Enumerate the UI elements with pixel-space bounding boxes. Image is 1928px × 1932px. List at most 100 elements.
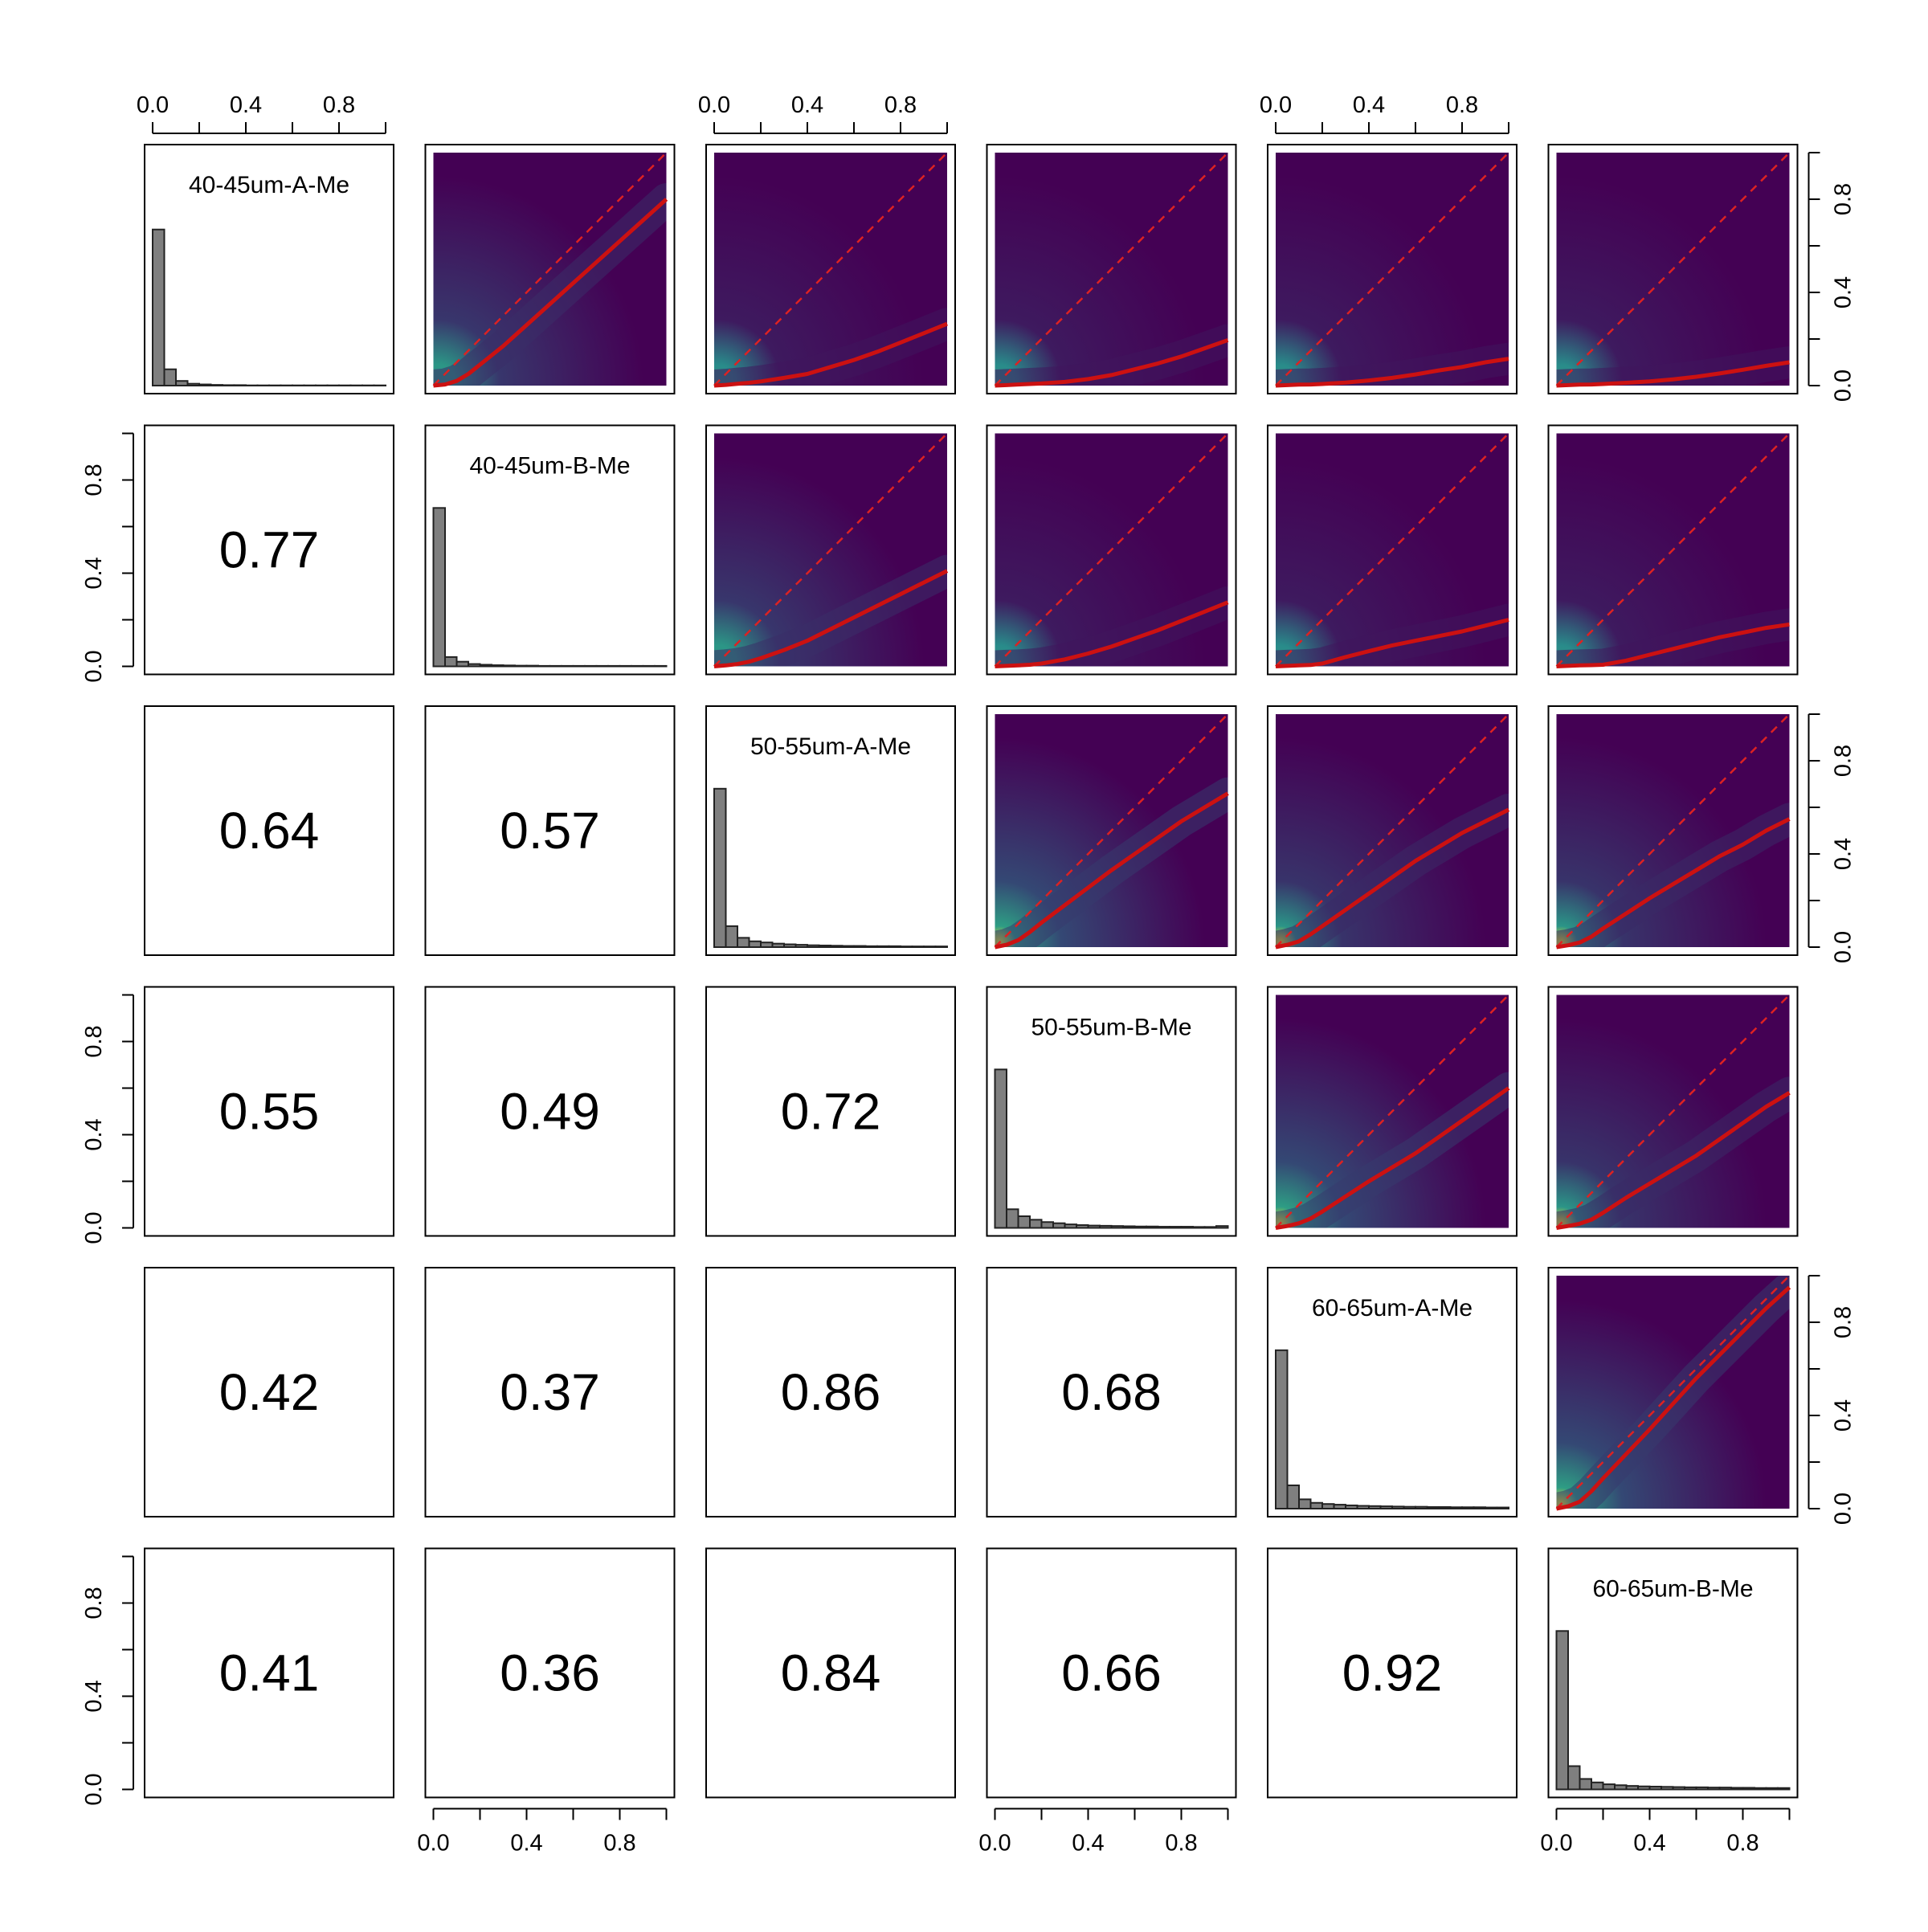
- histogram-bar: [1591, 1783, 1603, 1790]
- histogram-bar: [199, 385, 211, 386]
- panel-r4-c6: [1549, 987, 1798, 1236]
- correlation-value: 0.92: [1342, 1644, 1443, 1702]
- tick-label: 0.0: [1540, 1831, 1572, 1856]
- tick-label: 0.8: [1726, 1831, 1758, 1856]
- histogram-bar: [726, 926, 738, 947]
- histogram-bar: [1346, 1505, 1358, 1509]
- histogram-bar: [901, 946, 913, 947]
- correlation-value: 0.57: [500, 802, 600, 860]
- correlation-value: 0.41: [219, 1644, 320, 1702]
- correlation-value: 0.68: [1061, 1363, 1162, 1421]
- panel-r4-c3: 0.72: [706, 987, 955, 1236]
- tick-label: 0.4: [81, 1680, 107, 1712]
- histogram-bar: [176, 381, 188, 386]
- histogram-bar: [1451, 1507, 1463, 1509]
- histogram-bar: [1089, 1226, 1101, 1228]
- histogram-bar: [750, 941, 762, 947]
- panel-r1-c2: [426, 145, 675, 394]
- panel-r6-c5: 0.92: [1268, 1549, 1517, 1798]
- panel-r1-c1: 40-45um-A-Me: [145, 145, 394, 394]
- histogram-bar: [1685, 1787, 1697, 1790]
- panel-r5-c1: 0.42: [145, 1268, 394, 1517]
- panel-r5-c4: 0.68: [987, 1268, 1236, 1517]
- panel-r6-c1: 0.41: [145, 1549, 394, 1798]
- tick-label: 0.0: [978, 1831, 1011, 1856]
- tick-label: 0.0: [698, 92, 730, 118]
- histogram-bar: [1100, 1226, 1112, 1228]
- histogram-bar: [761, 942, 773, 947]
- histogram-bar: [480, 664, 492, 666]
- histogram-bar: [211, 385, 223, 386]
- correlation-value: 0.64: [219, 802, 320, 860]
- histogram-bar: [165, 370, 177, 386]
- correlation-value: 0.72: [781, 1083, 881, 1141]
- histogram-bar: [1065, 1224, 1077, 1227]
- histogram-bar: [1720, 1787, 1732, 1789]
- panel-r2-c1: 0.77: [145, 426, 394, 675]
- correlation-value: 0.55: [219, 1083, 320, 1141]
- panel-r6-c6: 60-65um-B-Me: [1549, 1549, 1798, 1798]
- y-axis-left-r2: 0.00.40.8: [81, 434, 133, 683]
- histogram-bar: [1754, 1788, 1767, 1790]
- histogram-bar: [1615, 1785, 1627, 1789]
- histogram-bar: [1428, 1507, 1440, 1509]
- tick-label: 0.4: [81, 557, 107, 589]
- tick-label: 0.4: [1831, 1399, 1857, 1432]
- histogram-bar: [1767, 1788, 1779, 1790]
- histogram-bar: [655, 666, 667, 667]
- panel-r5-c6: [1549, 1268, 1798, 1517]
- histogram-bar: [714, 789, 726, 947]
- histogram-bar: [1627, 1786, 1639, 1789]
- panel-r3-c4: [987, 706, 1236, 955]
- tick-label: 0.8: [603, 1831, 635, 1856]
- histogram-bar: [492, 665, 504, 666]
- histogram-bar: [1053, 1223, 1065, 1228]
- panel-r1-c3: [706, 145, 955, 394]
- histogram-bar: [1322, 1504, 1334, 1509]
- tick-label: 0.0: [1260, 92, 1292, 118]
- histogram-bar: [468, 664, 480, 667]
- correlation-value: 0.84: [781, 1644, 881, 1702]
- correlation-value: 0.66: [1061, 1644, 1162, 1702]
- histogram-bar: [631, 666, 643, 667]
- variable-label: 50-55um-B-Me: [1031, 1015, 1191, 1041]
- histogram-bar: [1042, 1222, 1054, 1227]
- histogram-bar: [819, 946, 831, 947]
- histogram-bar: [1112, 1226, 1124, 1227]
- histogram-bar: [585, 666, 597, 667]
- histogram-bar: [434, 508, 446, 666]
- histogram-bar: [1076, 1225, 1089, 1227]
- histogram-bar: [913, 946, 925, 947]
- panel-r1-c6: [1549, 145, 1798, 394]
- tick-label: 0.4: [230, 92, 262, 118]
- histogram-bar: [643, 666, 656, 667]
- histogram-bar: [773, 944, 785, 947]
- histogram-bar: [1288, 1485, 1300, 1509]
- tick-label: 0.8: [1831, 1306, 1857, 1338]
- tick-label: 0.0: [1831, 1493, 1857, 1525]
- histogram-bar: [457, 662, 469, 667]
- histogram-bar: [1474, 1507, 1486, 1509]
- histogram-bar: [877, 946, 889, 947]
- histogram-bar: [1743, 1787, 1755, 1789]
- histogram-bar: [188, 384, 200, 386]
- histogram-bar: [889, 946, 901, 947]
- histogram-bar: [223, 385, 235, 386]
- histogram-bar: [1030, 1219, 1042, 1227]
- y-axis-left-r4: 0.00.40.8: [81, 995, 133, 1244]
- histogram-bar: [854, 946, 866, 947]
- histogram-bar: [831, 946, 843, 947]
- tick-label: 0.8: [1831, 745, 1857, 777]
- histogram-bar: [1603, 1784, 1616, 1789]
- panel-r5-c5: 60-65um-A-Me: [1268, 1268, 1517, 1517]
- histogram-bar: [995, 1069, 1007, 1227]
- histogram-bar: [608, 666, 620, 667]
- histogram-bar: [562, 666, 574, 667]
- histogram-bar: [445, 657, 457, 667]
- histogram-bar: [1568, 1767, 1580, 1790]
